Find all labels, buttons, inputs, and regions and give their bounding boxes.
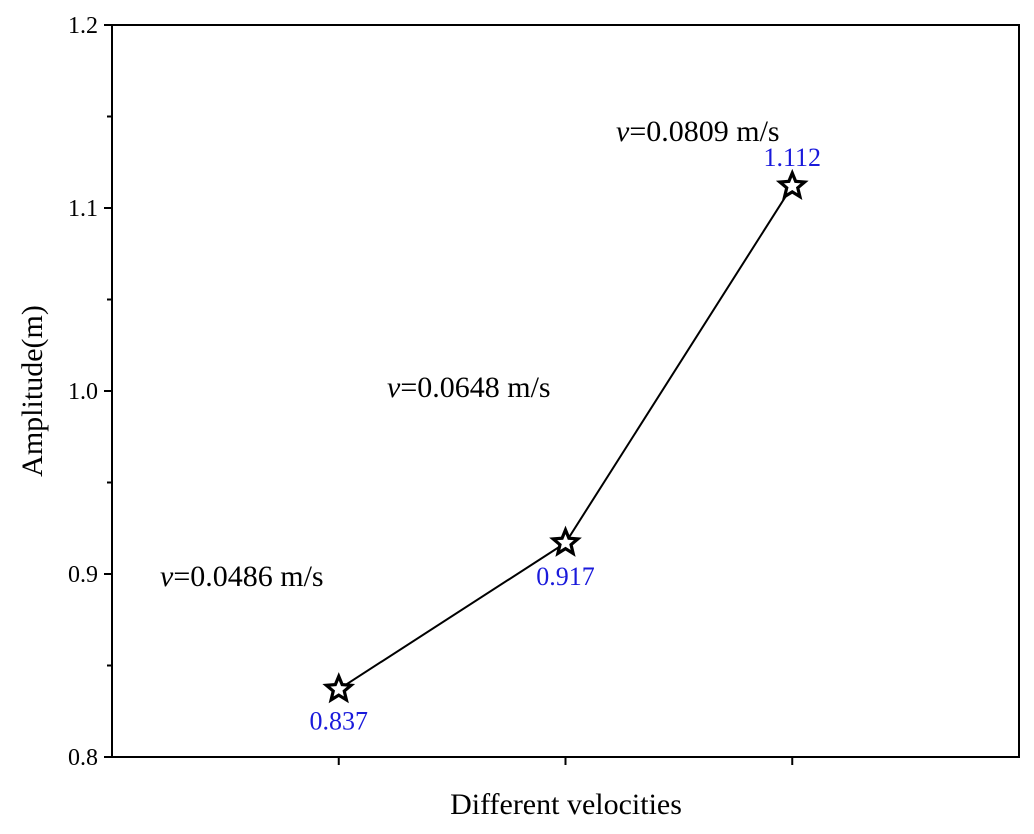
y-tick-label: 1.0 [68, 379, 98, 405]
data-label: 1.112 [763, 143, 821, 172]
series-amplitude: 0.837 0.917 1.112 [310, 143, 822, 735]
x-axis-title: Different velocities [450, 788, 682, 821]
star-marker [322, 672, 356, 704]
x-axis [337, 757, 794, 765]
star-marker [549, 525, 582, 557]
plot-frame [111, 24, 1020, 758]
star-marker [775, 168, 809, 200]
data-label: 0.837 [310, 706, 369, 735]
annotation-velocity-2: v=0.0648 m/s [387, 371, 551, 404]
annotation-velocity-1: v=0.0486 m/s [160, 560, 324, 593]
series-line [338, 185, 794, 691]
y-tick-label: 1.2 [68, 13, 98, 39]
y-axis-title: Amplitude(m) [16, 305, 49, 477]
data-label: 0.917 [536, 562, 595, 591]
annotation-velocity-3: v=0.0809 m/s [616, 115, 780, 148]
y-tick-label: 0.9 [68, 562, 98, 588]
y-tick-label: 1.1 [68, 196, 98, 222]
y-axis: 0.8 0.9 1.0 1.1 1.2 [68, 13, 112, 771]
y-tick-label: 0.8 [68, 745, 98, 771]
